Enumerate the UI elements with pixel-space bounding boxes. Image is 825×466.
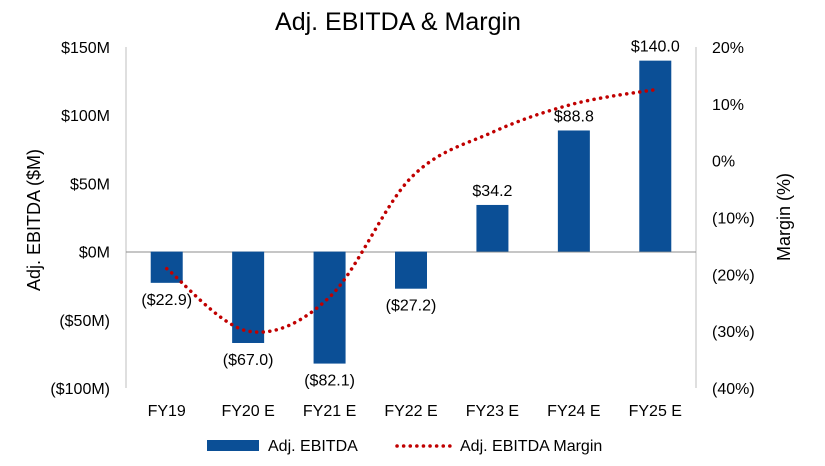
bar-fy25e: [639, 60, 672, 252]
bar-fy20e: [232, 251, 265, 343]
left-tick-label: ($100M): [50, 381, 110, 398]
bar-data-label: $34.2: [472, 183, 512, 200]
category-label: FY22 E: [384, 403, 437, 420]
line-series-adj-ebitda-margin: [164, 87, 658, 334]
bar-data-label: $88.8: [554, 108, 594, 125]
bar-data-label: ($82.1): [304, 373, 355, 390]
bar-series-adj-ebitda: [150, 60, 672, 364]
right-tick-label: 0%: [712, 154, 735, 171]
left-axis-title: Adj. EBITDA ($M): [24, 149, 44, 291]
legend-label-adj-ebitda-margin: Adj. EBITDA Margin: [460, 438, 602, 455]
right-axis-title: Margin (%): [774, 173, 794, 261]
bar-data-label: ($27.2): [386, 298, 437, 315]
category-label: FY20 E: [221, 403, 274, 420]
right-tick-label: 10%: [712, 97, 744, 114]
left-tick-label: $150M: [61, 40, 110, 57]
bar-fy23e: [476, 204, 509, 252]
bar-fy22e: [395, 251, 427, 289]
category-label: FY24 E: [547, 403, 600, 420]
right-tick-label: (30%): [712, 324, 755, 341]
category-label: FY19: [148, 403, 186, 420]
left-tick-label: ($50M): [59, 313, 110, 330]
chart-title: Adj. EBITDA & Margin: [275, 8, 521, 36]
category-label: FY23 E: [466, 403, 519, 420]
left-tick-label: $0M: [79, 245, 110, 262]
right-tick-label: (40%): [712, 381, 755, 398]
category-label: FY25 E: [629, 403, 682, 420]
bar-data-labels: ($22.9) ($67.0) ($82.1) ($27.2) $34.2 $88.8 $1…: [141, 39, 679, 390]
bar-data-label: $140.0: [631, 39, 680, 56]
bar-fy24e: [557, 130, 590, 252]
right-tick-label: 20%: [712, 40, 744, 57]
bar-data-label: ($67.0): [223, 352, 274, 369]
legend: Adj. EBITDA Adj. EBITDA Margin: [207, 438, 602, 455]
right-tick-label: (20%): [712, 267, 755, 284]
legend-label-adj-ebitda: Adj. EBITDA: [268, 438, 358, 455]
category-labels: FY19 FY20 E FY21 E FY22 E FY23 E FY24 E FY25 E: [148, 403, 682, 420]
left-tick-label: $50M: [70, 176, 110, 193]
right-axis-ticks: (40%) (30%) (20%) (10%) 0% 10% 20%: [712, 40, 755, 398]
legend-swatch-adj-ebitda: [207, 440, 259, 451]
left-tick-label: $100M: [61, 108, 110, 125]
bar-data-label: ($22.9): [141, 292, 192, 309]
right-tick-label: (10%): [712, 211, 755, 228]
category-label: FY21 E: [303, 403, 356, 420]
left-axis-ticks: ($100M) ($50M) $0M $50M $100M $150M: [50, 40, 110, 398]
bar-fy21e: [313, 251, 346, 364]
